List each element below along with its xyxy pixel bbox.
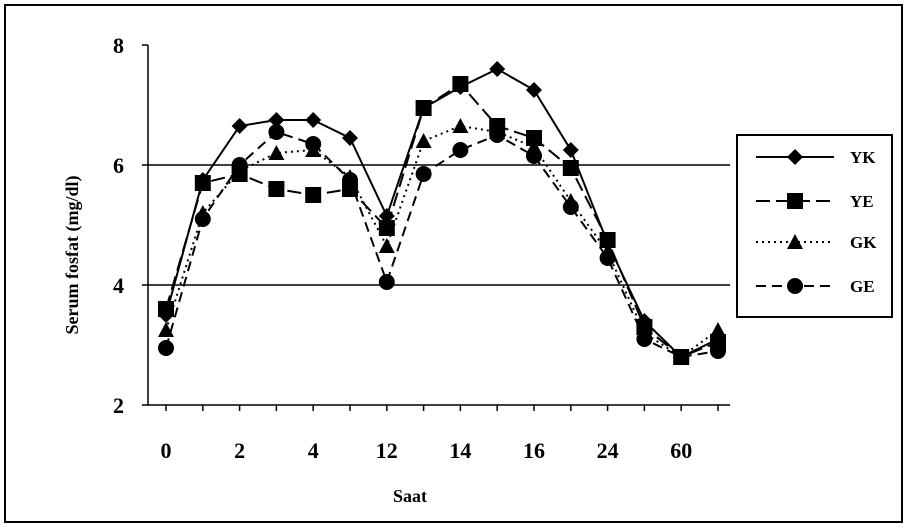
data-point-yk (526, 82, 542, 98)
data-point-yk (268, 112, 285, 128)
legend-item-ge: GE (756, 277, 875, 296)
data-point-yk (305, 112, 322, 128)
data-point-gk (158, 322, 174, 337)
data-point-ge (710, 343, 726, 359)
data-point-gk (710, 322, 726, 337)
data-point-yk (489, 61, 506, 77)
legend-item-ye: YE (756, 192, 874, 211)
y-tick-label: 4 (113, 273, 124, 298)
x-tick-label: 16 (523, 438, 545, 463)
legend-marker (787, 234, 803, 249)
x-tick-label: 0 (161, 438, 172, 463)
x-tick-label: 24 (597, 438, 619, 463)
y-tick-label: 8 (113, 33, 124, 58)
data-point-ge (342, 172, 358, 188)
legend-label: YE (850, 192, 874, 211)
data-point-ye (526, 130, 542, 146)
legend-marker (787, 193, 803, 209)
data-point-ye (599, 232, 616, 248)
y-tick-label: 2 (113, 393, 124, 418)
data-point-ge (452, 142, 469, 158)
series-ye (158, 76, 726, 365)
legend-marker (787, 278, 803, 294)
data-point-ge (305, 136, 322, 152)
data-point-gk (415, 133, 432, 148)
series-line-yk (165, 67, 719, 359)
data-point-ge (599, 250, 616, 266)
legend-item-gk: GK (756, 233, 877, 252)
data-point-ye (562, 160, 579, 176)
data-point-ge (636, 331, 653, 347)
data-point-ye (268, 181, 285, 197)
data-point-ye (415, 100, 432, 116)
legend-marker (787, 149, 803, 165)
data-point-ge (562, 199, 579, 215)
data-point-ge (378, 274, 395, 290)
data-point-gk (378, 238, 395, 253)
x-axis-title: Saat (393, 486, 427, 506)
data-point-yk (231, 118, 248, 134)
data-point-gk (268, 145, 285, 160)
y-axis-title: Serum fosfat (mg/dl) (62, 176, 83, 335)
x-tick-label: 12 (376, 438, 398, 463)
y-tick-label: 6 (113, 153, 124, 178)
chart-frame (4, 4, 903, 523)
data-point-ye (378, 220, 395, 236)
data-point-yk (342, 130, 358, 146)
data-point-yk (562, 142, 579, 158)
x-tick-label: 14 (449, 438, 471, 463)
data-point-ge (194, 211, 211, 227)
data-point-ye (158, 301, 174, 317)
x-tick-label: 60 (670, 438, 692, 463)
data-point-ye (452, 76, 469, 92)
data-point-ye (194, 175, 211, 191)
data-point-ge (415, 166, 432, 182)
data-point-gk (452, 118, 469, 133)
legend-label: YK (850, 148, 876, 167)
data-point-ge (268, 124, 285, 140)
series-line-ye (165, 82, 719, 359)
gridlines (148, 164, 730, 286)
axes (142, 44, 730, 411)
legend-item-yk: YK (756, 148, 876, 167)
series-line-gk (165, 124, 719, 359)
series-ge (158, 124, 726, 365)
x-tick-label: 4 (308, 438, 319, 463)
x-tick-label: 2 (234, 438, 245, 463)
data-point-ge (158, 340, 174, 356)
series-group (158, 61, 726, 365)
legend: YK YE GK GE (736, 134, 893, 318)
legend-label: GK (850, 233, 877, 252)
data-point-ye (305, 187, 322, 203)
data-point-ge (673, 349, 690, 365)
legend-label: GE (850, 277, 875, 296)
data-point-ge (231, 157, 248, 173)
data-point-ge (526, 148, 542, 164)
series-line-ge (165, 130, 719, 359)
data-point-ge (489, 127, 506, 143)
